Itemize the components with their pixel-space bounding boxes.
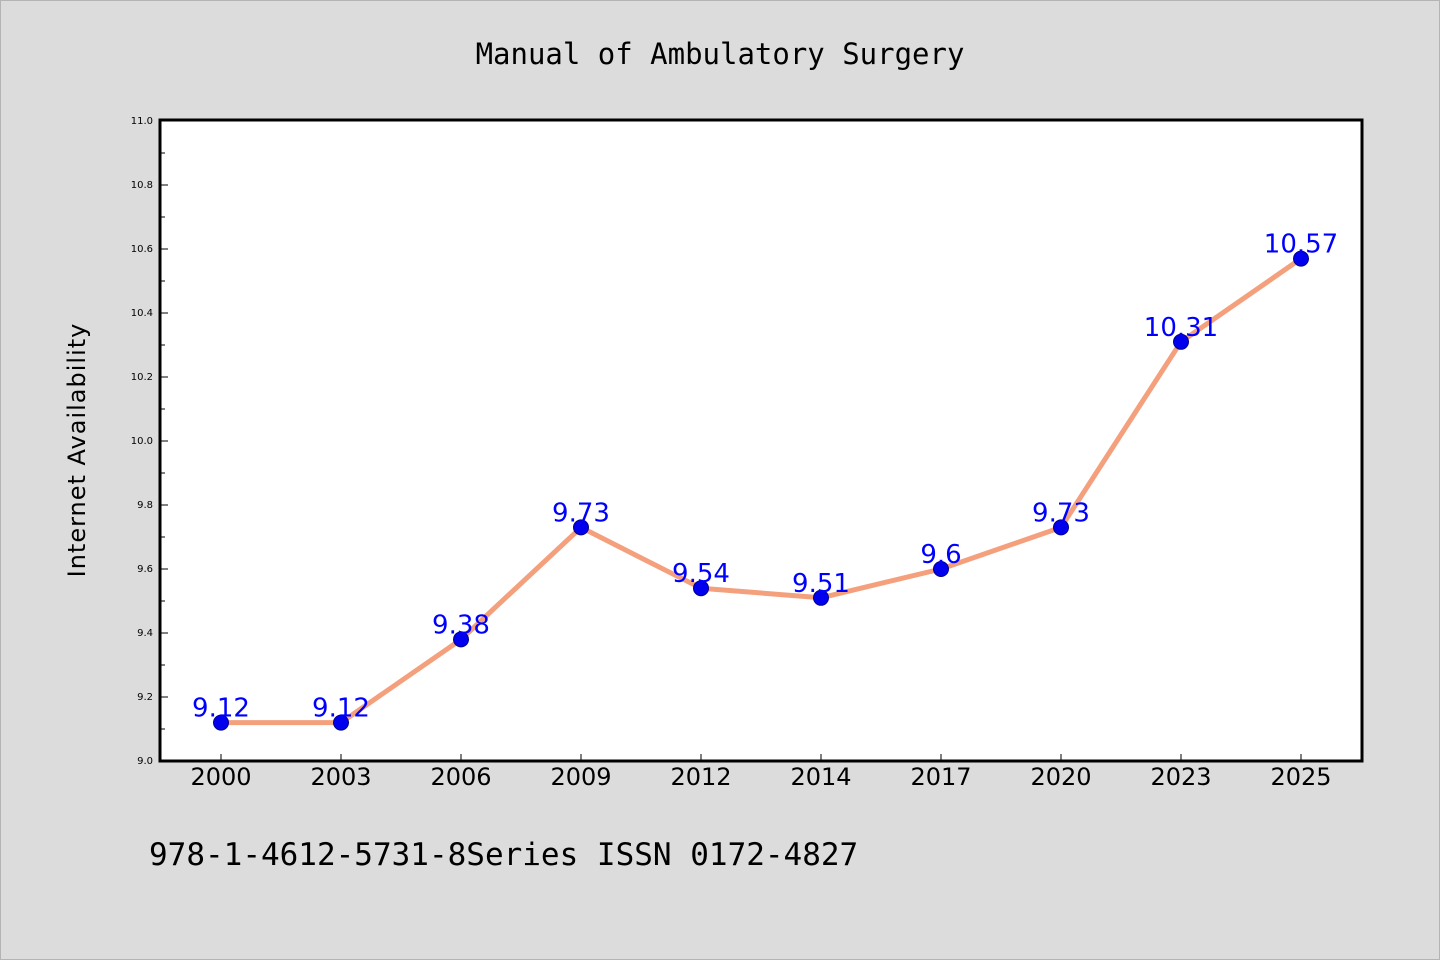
- data-point-label: 9.73: [552, 498, 610, 528]
- y-tick-label: 10.2: [131, 372, 153, 383]
- data-point-marker: [213, 714, 229, 731]
- x-tick-label: 2020: [1030, 763, 1091, 791]
- x-tick-label: 2025: [1270, 763, 1331, 791]
- x-axis-ticks: 2000 2003 2006 2009 2012 2014 2017 2020 2023 2025: [190, 754, 1332, 791]
- y-tick-label: 10.6: [131, 244, 153, 255]
- data-point-marker: [573, 519, 589, 536]
- x-tick-label: 2017: [910, 763, 971, 791]
- y-tick-label: 10.8: [131, 180, 153, 191]
- x-tick-label: 2014: [790, 763, 851, 791]
- chart-title: Manual of Ambulatory Surgery: [476, 37, 965, 71]
- data-point-marker: [933, 561, 949, 577]
- series-layer: 9.12 9.12 9.38 9.73 9.54 9.51 9.6 9.73 10.31 10.5…: [192, 230, 1338, 731]
- y-axis-label: Internet Availability: [63, 323, 91, 578]
- data-point-label: 9.12: [312, 694, 370, 724]
- x-tick-label: 2006: [430, 763, 491, 791]
- plot-area: [158, 118, 1364, 763]
- y-tick-label: 11.0: [131, 116, 153, 127]
- x-tick-label: 2023: [1150, 763, 1211, 791]
- data-point-label: 9.54: [672, 559, 730, 589]
- data-point-marker: [1293, 250, 1309, 267]
- x-tick-label: 2003: [310, 763, 371, 791]
- footer-isbn-issn: 978-1-4612-5731-8Series ISSN 0172-4827: [149, 837, 858, 873]
- y-tick-label: 9.0: [137, 756, 153, 767]
- data-point-label: 9.38: [432, 610, 490, 640]
- y-tick-label: 10.0: [131, 436, 153, 447]
- y-tick-label: 9.6: [137, 564, 153, 575]
- data-point-marker: [1053, 519, 1069, 536]
- data-point-marker: [333, 714, 349, 731]
- y-axis-ticks: 9.0 9.2 9.4 9.6 9.8 10.0 10.2 10.4 10.6 10.8 11.0: [131, 116, 168, 767]
- x-tick-label: 2009: [550, 763, 611, 791]
- data-point-label: 9.51: [792, 569, 850, 599]
- y-tick-label: 9.8: [137, 500, 153, 511]
- y-minor-ticks: [161, 152, 165, 730]
- y-tick-label: 9.4: [137, 628, 153, 639]
- data-point-marker: [813, 589, 829, 606]
- data-point-marker: [1173, 333, 1189, 350]
- data-point-label: 10.57: [1264, 230, 1338, 260]
- x-tick-label: 2000: [190, 763, 251, 791]
- y-tick-label: 10.4: [131, 308, 153, 319]
- x-tick-label: 2012: [670, 763, 731, 791]
- series-line: [218, 256, 1304, 726]
- data-point-label: 9.12: [192, 694, 250, 724]
- data-point-marker: [453, 631, 469, 648]
- data-point-label: 9.73: [1032, 498, 1090, 528]
- y-tick-label: 9.2: [137, 692, 153, 703]
- data-point-marker: [693, 580, 709, 597]
- data-point-label: 10.31: [1144, 313, 1218, 343]
- data-point-label: 9.6: [920, 540, 961, 570]
